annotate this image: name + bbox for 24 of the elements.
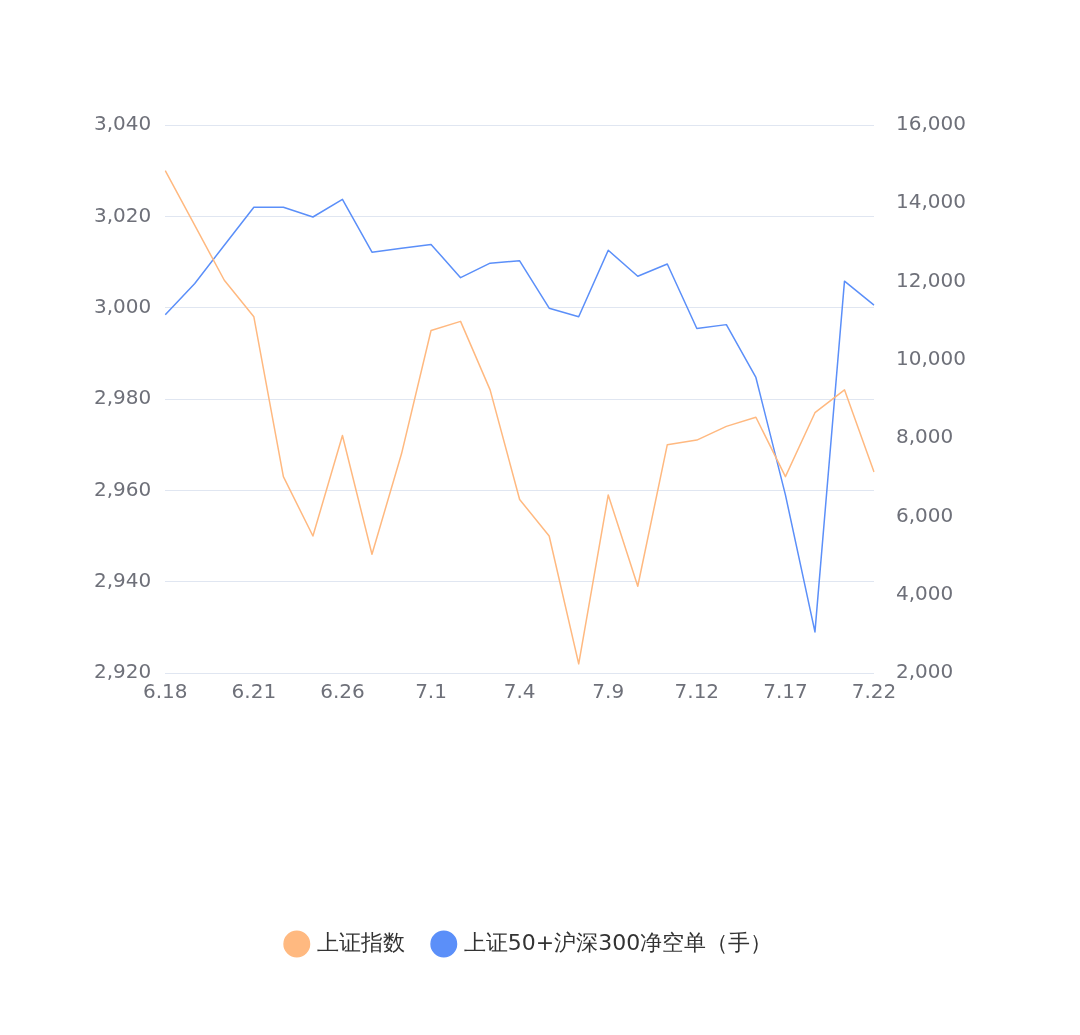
y-tick-label: 3,000 [93,293,152,318]
y2-tick-label: 4,000 [896,580,954,605]
legend-label: 上证50+沪深300净空单（手） [463,929,773,955]
x-tick-label: 7.17 [763,679,808,704]
y-tick-label: 3,020 [93,202,152,227]
legend-label: 上证指数 [316,929,405,955]
y-tick-label: 2,960 [93,476,152,501]
y2-tick-label: 2,000 [896,659,954,684]
y-tick-label: 2,980 [93,385,152,410]
y2-tick-label: 12,000 [896,267,966,292]
y2-tick-label: 6,000 [896,502,954,527]
x-tick-label: 7.1 [415,679,447,704]
y-tick-label: 2,940 [93,567,152,592]
y2-tick-label: 16,000 [896,111,966,136]
x-tick-label: 6.26 [320,679,365,704]
y2-tick-label: 10,000 [896,346,966,371]
y2-tick-label: 14,000 [896,189,966,214]
x-tick-label: 6.21 [231,679,277,704]
x-tick-label: 7.22 [851,679,897,704]
x-tick-label: 7.12 [674,679,720,704]
y2-tick-label: 8,000 [896,424,954,449]
x-tick-label: 7.4 [503,679,536,704]
y-tick-label: 3,040 [93,111,152,136]
x-tick-label: 7.9 [592,679,625,704]
